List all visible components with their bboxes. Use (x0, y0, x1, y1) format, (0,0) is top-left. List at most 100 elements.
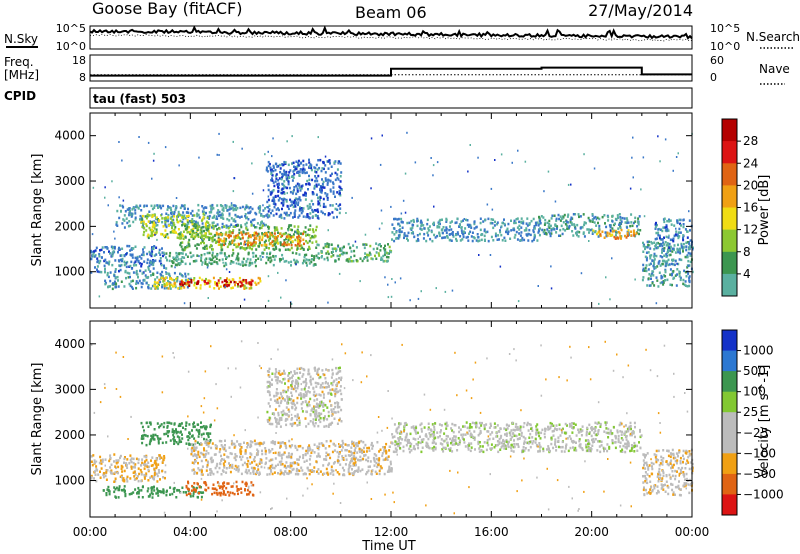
power-cell (171, 226, 173, 229)
power-cell (304, 198, 307, 201)
power-cell (433, 233, 436, 237)
power-cell (336, 191, 339, 194)
power-cell (412, 231, 414, 234)
velocity-cell (327, 473, 330, 476)
power-cell (378, 254, 381, 257)
power-cell (499, 230, 502, 234)
power-cell (683, 283, 686, 287)
power-cell (326, 256, 329, 260)
power-cell (309, 228, 312, 231)
velocity-cell (194, 460, 197, 463)
power-scatter-cell (156, 238, 158, 241)
power-cell (260, 214, 262, 217)
velocity-cell (231, 485, 234, 488)
power-cell (278, 177, 281, 180)
power-scatter-cell (222, 261, 224, 264)
power-cell (364, 256, 367, 259)
power-cell (155, 216, 158, 219)
power-cell (307, 248, 309, 251)
power-cell (313, 235, 316, 239)
velocity-cell (285, 417, 288, 421)
power-cell (647, 277, 650, 280)
velocity-cell (304, 417, 307, 420)
power-cell (231, 239, 234, 243)
velocity-cell (250, 453, 253, 456)
velocity-cell (188, 443, 191, 446)
velocity-cell (323, 458, 326, 461)
velocity-cell (117, 496, 120, 499)
power-scatter-cell (267, 150, 269, 153)
velocity-cell (339, 370, 342, 373)
velocity-cell (126, 458, 129, 461)
velocity-cell (336, 406, 339, 409)
velocity-cell (95, 467, 98, 471)
power-cell (619, 222, 622, 226)
power-cell (285, 198, 288, 202)
power-cell (154, 232, 157, 235)
power-cell (290, 246, 293, 250)
velocity-cell (264, 452, 267, 456)
power-cell (225, 263, 228, 266)
power-cell (279, 260, 281, 263)
power-cell (494, 234, 497, 238)
power-cell (608, 232, 611, 235)
power-cell (598, 227, 601, 230)
power-cell (149, 234, 152, 237)
velocity-cell (165, 432, 168, 436)
power-cell (236, 207, 239, 210)
power-scatter-cell (271, 155, 273, 158)
power-cell (493, 224, 496, 227)
power-cell (308, 239, 311, 243)
velocity-cell (373, 464, 376, 467)
power-cell (321, 186, 324, 189)
power-cell (216, 252, 219, 256)
power-cell (290, 241, 292, 244)
power-cell (177, 220, 180, 224)
power-cell (662, 249, 665, 252)
power-cell (161, 270, 164, 274)
power-cell (190, 235, 193, 238)
power-cell (184, 246, 187, 249)
power-cell (416, 234, 419, 237)
power-cell (682, 282, 685, 286)
power-cell (336, 176, 339, 180)
velocity-cell (344, 448, 347, 452)
velocity-cell (324, 404, 327, 407)
velocity-cell (153, 489, 156, 492)
velocity-cell (315, 405, 318, 408)
power-cell (160, 276, 163, 280)
power-cell (309, 212, 312, 215)
power-cell (450, 228, 453, 231)
power-cell (297, 232, 300, 235)
power-cell (285, 235, 288, 238)
power-cell (115, 221, 118, 224)
power-cell (162, 251, 165, 255)
power-cell (131, 287, 134, 290)
power-cell (652, 264, 655, 268)
velocity-cell (365, 450, 368, 453)
velocity-cell (278, 417, 281, 420)
power-cell (153, 284, 156, 287)
power-cell (327, 178, 330, 182)
velocity-cell (319, 394, 322, 397)
velocity-cell (315, 409, 318, 412)
power-cell (222, 209, 225, 212)
velocity-cell (349, 461, 352, 464)
velocity-cell (375, 454, 378, 457)
power-cell (162, 277, 165, 280)
power-cell (546, 221, 549, 225)
velocity-cell (379, 465, 382, 468)
velocity-cell (315, 416, 318, 419)
velocity-cell (285, 390, 288, 394)
power-cell (147, 236, 150, 240)
cpid-label: CPID (4, 89, 36, 103)
velocity-cell (327, 463, 330, 467)
velocity-cell (353, 454, 356, 458)
power-cell (172, 221, 175, 225)
power-cell (214, 255, 217, 258)
power-cell (140, 265, 143, 268)
power-scatter-cell (489, 254, 492, 256)
power-cell (223, 225, 226, 228)
power-cell (292, 216, 294, 219)
velocity-cell (178, 438, 181, 442)
